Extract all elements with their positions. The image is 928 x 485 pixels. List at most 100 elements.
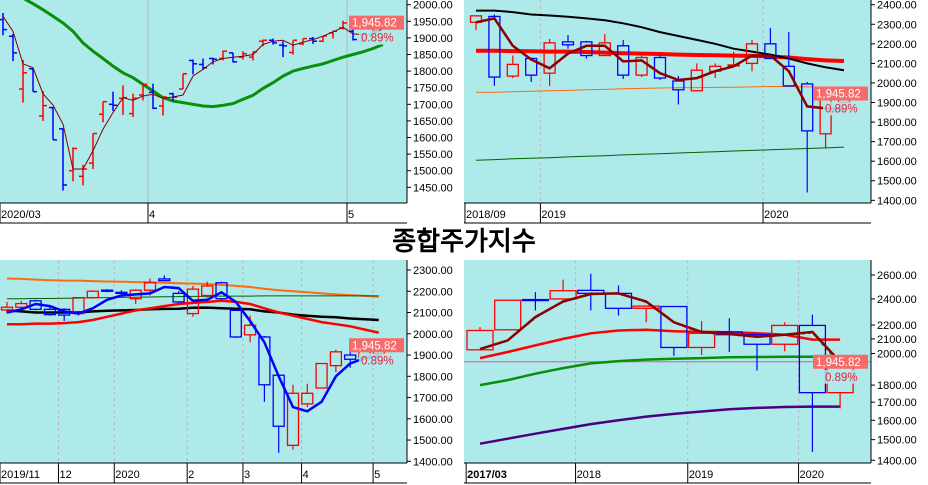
x-tick-label: 2020 [800, 469, 824, 481]
up-bar [15, 300, 28, 309]
up-bar [494, 299, 522, 331]
y-tick-label: 1800.00 [877, 380, 917, 392]
x-tick-label: 12 [59, 469, 71, 481]
plot-area [0, 0, 407, 203]
candle-body [344, 354, 357, 360]
plot-area [464, 0, 871, 203]
x-tick-label: 2 [188, 469, 194, 481]
candle-body [743, 334, 771, 345]
x-tick-label: 2020 [115, 469, 139, 481]
series-line-ma-orange [6, 277, 379, 298]
up-bar [159, 96, 167, 116]
monthly-chart-panel[interactable]: 2400.00 2300.00 2200.00 2100.00 2000.00 1900.… [464, 0, 928, 225]
current-price-label: 1,945.82 [816, 89, 861, 101]
y-tick-label: 1700.00 [413, 99, 453, 111]
y-tick-label: 1600.00 [413, 133, 453, 145]
candle-body [15, 302, 28, 308]
down-bar [229, 308, 242, 339]
y-tick-label: 1650.00 [413, 116, 453, 128]
y-tick-label: 1450.00 [413, 182, 453, 194]
candle-body [635, 56, 648, 76]
y-tick-label: 1950.00 [413, 16, 453, 28]
down-bar [209, 57, 217, 65]
y-tick-label: 2000.00 [413, 0, 453, 12]
y-tick-label: 1750.00 [413, 83, 453, 95]
y-tick-label: 2200.00 [877, 320, 917, 332]
down-bar [158, 275, 171, 282]
y-tick-label: 2000.00 [877, 349, 917, 361]
candle-body [172, 292, 185, 303]
up-bar [632, 305, 660, 323]
change-percent-label: 0.89% [361, 355, 394, 367]
up-bar [690, 63, 703, 92]
candle-body [215, 282, 228, 300]
up-bar [39, 91, 47, 121]
up-bar [466, 327, 494, 351]
y-tick-label: 2600.00 [877, 270, 917, 282]
x-tick-label: 3 [244, 469, 250, 481]
candle-body [632, 305, 660, 309]
y-tick-label: 2100.00 [877, 58, 917, 70]
plot-content [0, 260, 385, 463]
candle-body [301, 392, 314, 405]
current-price-badge [349, 338, 404, 353]
y-tick-label: 1500.00 [877, 435, 917, 447]
y-tick-label: 2400.00 [877, 0, 917, 12]
down-bar [258, 335, 271, 402]
weekly-chart-panel[interactable]: 2300.00 2200.00 2100.00 2000.00 1900.00 1800.… [0, 260, 464, 485]
quarterly-chart-panel[interactable]: 2600.00 2400.00 2200.00 2100.00 2000.00 1800.… [464, 260, 928, 485]
x-tick-label: 2018 [577, 469, 601, 481]
y-tick-label: 1700.00 [877, 137, 917, 149]
candle-body [258, 336, 271, 386]
down-bar [49, 106, 57, 141]
y-tick-label: 1400.00 [877, 195, 917, 207]
down-bar [215, 281, 228, 300]
candle-body [494, 299, 522, 331]
candle-body [229, 309, 242, 338]
series-line-ma-red [7, 299, 380, 334]
daily-chart-panel[interactable]: 2000.00 1950.00 1900.00 1850.00 1800.00 1750.… [0, 0, 464, 225]
y-tick-label: 2300.00 [413, 265, 453, 277]
y-tick-label: 1800.00 [413, 66, 453, 78]
current-price-badge [813, 86, 868, 101]
down-bar [653, 55, 667, 81]
candle-body [158, 278, 171, 282]
down-bar [764, 28, 777, 60]
current-price-badge [813, 354, 868, 369]
candle-body [782, 65, 795, 87]
candle-body [0, 306, 14, 311]
candle-body [561, 41, 575, 46]
x-tick-label: 2019 [689, 469, 713, 481]
series-line-ma5 [6, 285, 379, 413]
up-bar [69, 147, 77, 182]
series-line-ma5 [2, 16, 384, 170]
y-tick-label: 1700.00 [877, 397, 917, 409]
up-bar [179, 73, 187, 90]
candle-body [543, 42, 556, 74]
y-tick-label: 1800.00 [877, 117, 917, 129]
up-bar [239, 51, 247, 60]
y-tick-label: 1500.00 [413, 435, 453, 447]
change-percent-label: 0.89% [825, 372, 858, 384]
y-tick-label: 2100.00 [413, 308, 453, 320]
y-tick-label: 2000.00 [413, 329, 453, 341]
up-bar [687, 320, 716, 356]
down-bar [149, 83, 157, 110]
series-line-ma-green [475, 146, 845, 161]
series-line-ma-green [7, 295, 379, 300]
down-bar [521, 292, 550, 311]
down-bar [743, 333, 771, 371]
series-line-ma-green [479, 355, 841, 387]
up-bar [19, 59, 27, 103]
monthly-svg: 2400.00 2300.00 2200.00 2100.00 2000.00 1900.… [464, 0, 917, 224]
weekly-svg: 2300.00 2200.00 2100.00 2000.00 1900.00 1800.… [0, 260, 453, 484]
series-line-ma5 [479, 292, 842, 363]
candle-body [43, 308, 57, 316]
down-bar [109, 91, 117, 111]
up-bar [549, 279, 577, 301]
y-tick-label: 1800.00 [413, 371, 453, 383]
current-price-label: 1,945.82 [352, 340, 397, 352]
candle-body [687, 332, 716, 349]
y-tick-label: 1400.00 [413, 456, 453, 468]
down-bar [488, 14, 501, 86]
